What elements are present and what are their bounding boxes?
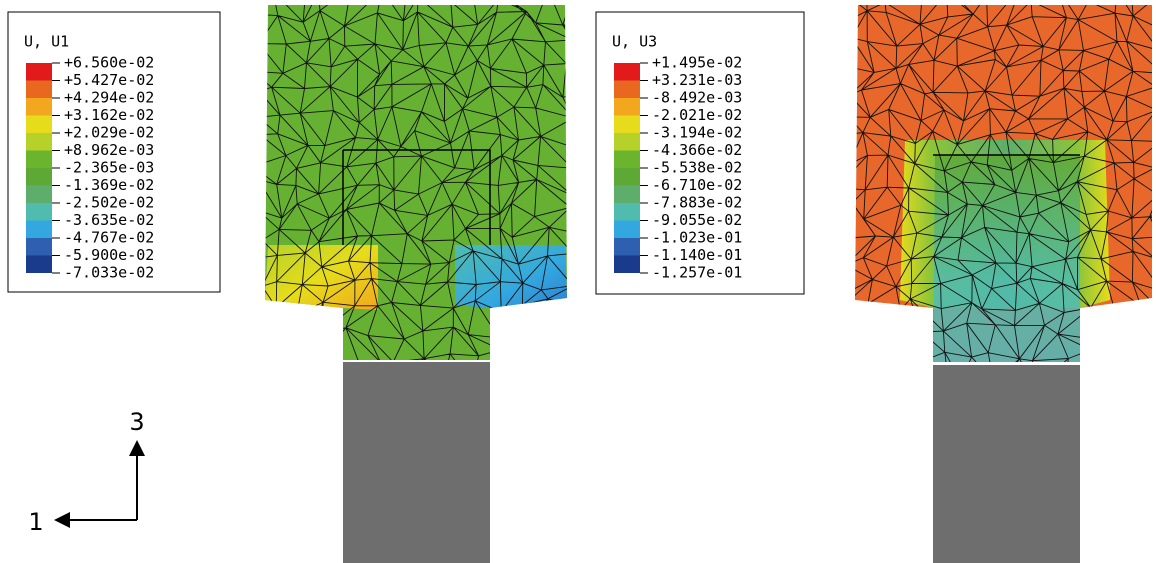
legend-swatch [614,98,640,116]
legend-label: -7.883e-02 [652,194,742,212]
legend-label: +8.962e-03 [64,141,154,159]
legend-label: +4.294e-02 [64,89,154,107]
legend-label: +1.495e-02 [652,54,742,72]
legend-swatch [614,116,640,134]
legend-label: -2.502e-02 [64,194,154,212]
legend-swatch [614,238,640,256]
support-block [343,362,490,563]
legend-swatch [26,168,52,186]
legend-swatch [614,133,640,151]
legend-label: -9.055e-02 [652,211,742,229]
legend-swatch [614,186,640,204]
legend-swatch [26,63,52,81]
legend-swatch [614,168,640,186]
legend-label: -8.492e-03 [652,89,742,107]
legend-label: -3.194e-02 [652,124,742,142]
legend-swatch [614,151,640,169]
legend-swatch [26,116,52,134]
legend-label: -6.710e-02 [652,176,742,194]
legend-swatch [26,151,52,169]
axis-triad: 3 1 [28,408,145,536]
support-block [933,365,1080,563]
legend-label: +5.427e-02 [64,71,154,89]
figure: U, U1 +6.560e-02+5.427e-02+4.294e-02+3.16… [0,0,1156,563]
legend-label: -2.021e-02 [652,106,742,124]
legend-swatch [26,238,52,256]
legend-swatch [614,63,640,81]
legend-swatch [614,81,640,99]
legend-swatch [614,221,640,239]
legend-label: -7.033e-02 [64,264,154,282]
legend-label: +3.231e-03 [652,71,742,89]
legend-swatch [26,256,52,274]
legend-label: -1.257e-01 [652,264,742,282]
legend-label: +6.560e-02 [64,54,154,72]
legend-title: U, U1 [24,33,69,51]
legend-title: U, U3 [612,33,657,51]
legend-label: -4.767e-02 [64,229,154,247]
legend-label: -5.900e-02 [64,246,154,264]
legend-label: -1.369e-02 [64,176,154,194]
legend-swatch [26,133,52,151]
legend-label: -4.366e-02 [652,141,742,159]
triad-arrow [129,440,145,456]
legend-label: -1.140e-01 [652,246,742,264]
legend-swatch [26,81,52,99]
triad-label: 3 [129,408,144,436]
triad-label: 1 [28,508,43,536]
page: {"legends": [ {"title": "U, U1", "labels… [0,0,1156,563]
triad-arrow [54,512,70,528]
legend-swatch [26,98,52,116]
legend-label: -1.023e-01 [652,229,742,247]
legend-swatch [26,186,52,204]
legend-label: +3.162e-02 [64,106,154,124]
legend-label: -2.365e-03 [64,159,154,177]
legend-swatch [614,256,640,274]
legend-label: -5.538e-02 [652,159,742,177]
legend-label: +2.029e-02 [64,124,154,142]
legend-label: -3.635e-02 [64,211,154,229]
legend-swatch [26,203,52,221]
legend-swatch [614,203,640,221]
model-u1 [247,0,599,563]
legend-swatch [26,221,52,239]
model-u3 [837,0,1156,563]
